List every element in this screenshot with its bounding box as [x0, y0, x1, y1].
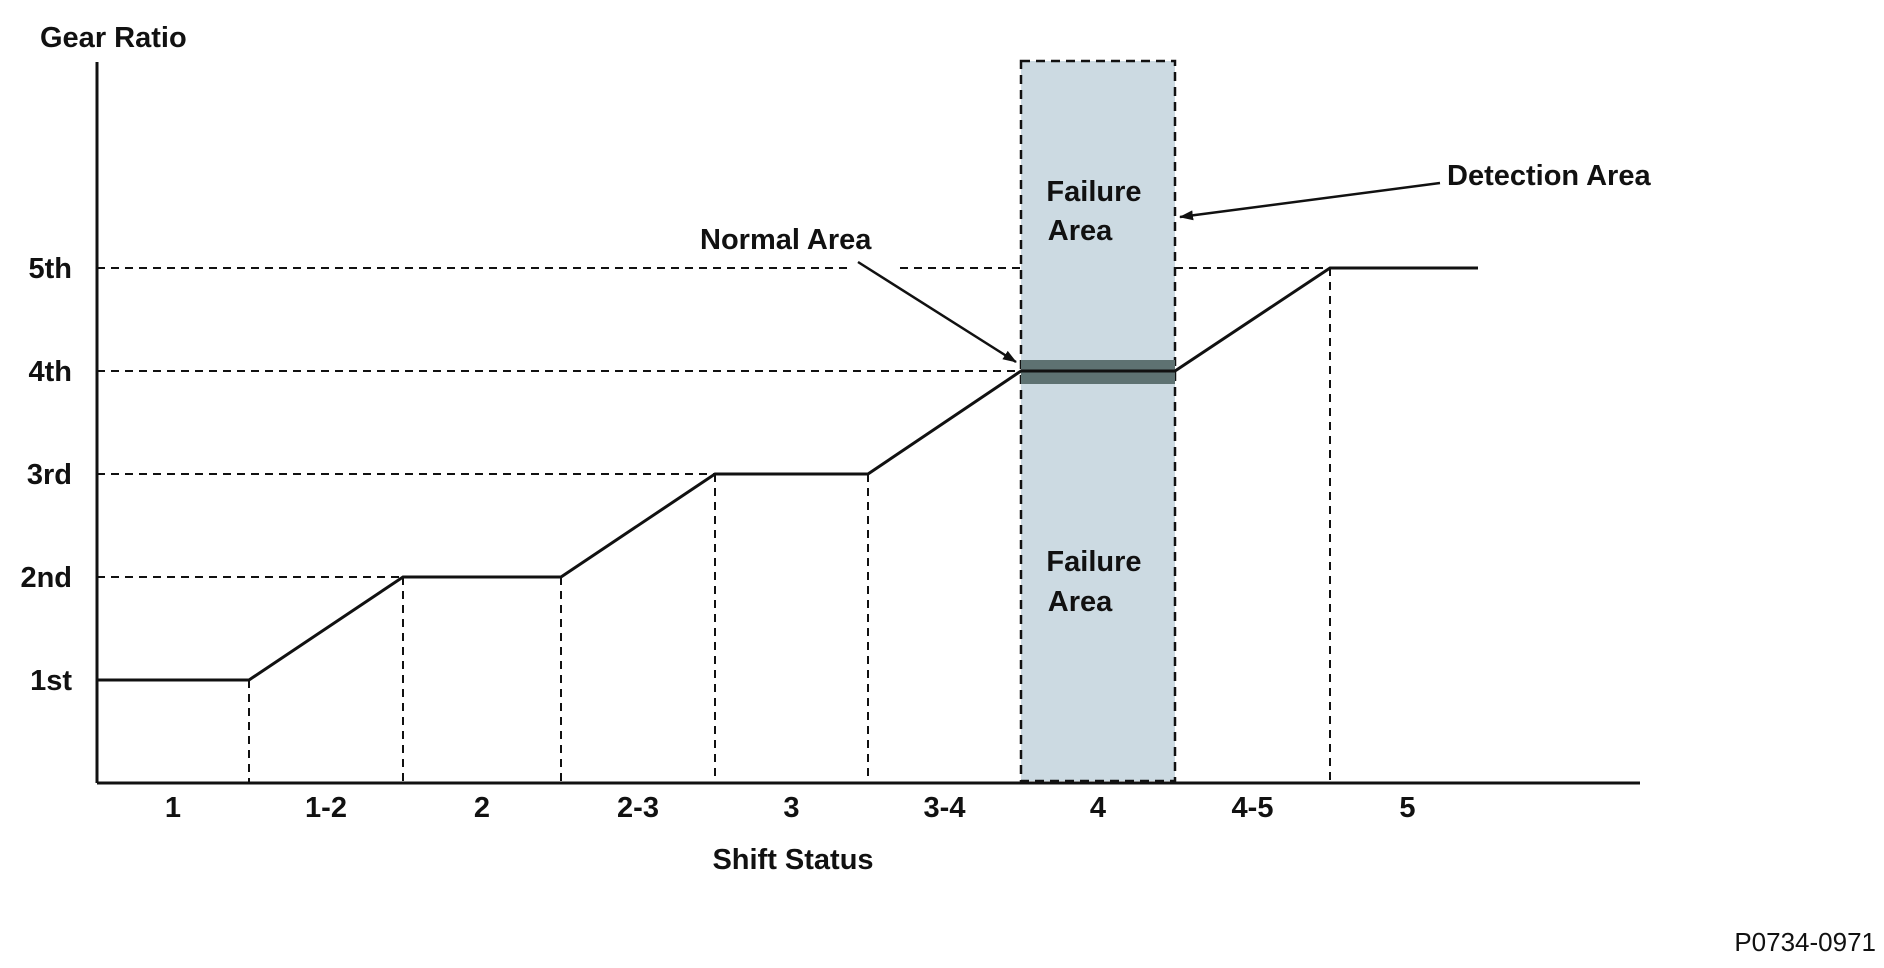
y-tick-label: 1st: [30, 665, 72, 697]
normal-area-arrow: [857, 260, 1017, 364]
shift-boundary-guides: [248, 268, 1331, 783]
failure-area-lower-line1: Failure: [1046, 546, 1141, 578]
x-tick-label: 1-2: [305, 792, 347, 824]
y-tick-labels: 1st 2nd 3rd 4th 5th: [20, 253, 72, 697]
y-tick-label: 5th: [29, 253, 73, 285]
y-tick-label: 3rd: [27, 459, 72, 491]
detection-area-label: Detection Area: [1447, 160, 1651, 192]
failure-area-lower-label: Failure Area: [1046, 546, 1149, 618]
x-tick-label: 2: [474, 792, 490, 824]
gear-level-guides: [97, 267, 1330, 578]
x-tick-label: 4: [1090, 792, 1106, 824]
failure-area-lower-line2: Area: [1048, 586, 1113, 618]
x-tick-label: 2-3: [617, 792, 659, 824]
x-tick-label: 3: [783, 792, 799, 824]
x-axis-title: Shift Status: [712, 844, 873, 876]
y-tick-label: 4th: [29, 356, 73, 388]
y-axis-title: Gear Ratio: [40, 22, 187, 54]
y-tick-label: 2nd: [20, 562, 72, 594]
failure-area-upper-label: Failure Area: [1046, 176, 1149, 247]
detection-area-arrow: [1179, 181, 1441, 221]
figure-reference: P0734-0971: [1734, 927, 1876, 957]
failure-area-upper-line2: Area: [1048, 215, 1113, 247]
detection-area-region: [1019, 59, 1177, 783]
gear-ratio-line: [97, 266, 1478, 682]
x-tick-label: 4-5: [1232, 792, 1274, 824]
failure-area-upper-line1: Failure: [1046, 176, 1141, 208]
normal-area-label: Normal Area: [700, 224, 872, 256]
x-tick-labels: 1 1-2 2 2-3 3 3-4 4 4-5 5: [165, 792, 1416, 824]
x-tick-label: 1: [165, 792, 181, 824]
x-tick-label: 5: [1399, 792, 1415, 824]
x-tick-label: 3-4: [924, 792, 966, 824]
